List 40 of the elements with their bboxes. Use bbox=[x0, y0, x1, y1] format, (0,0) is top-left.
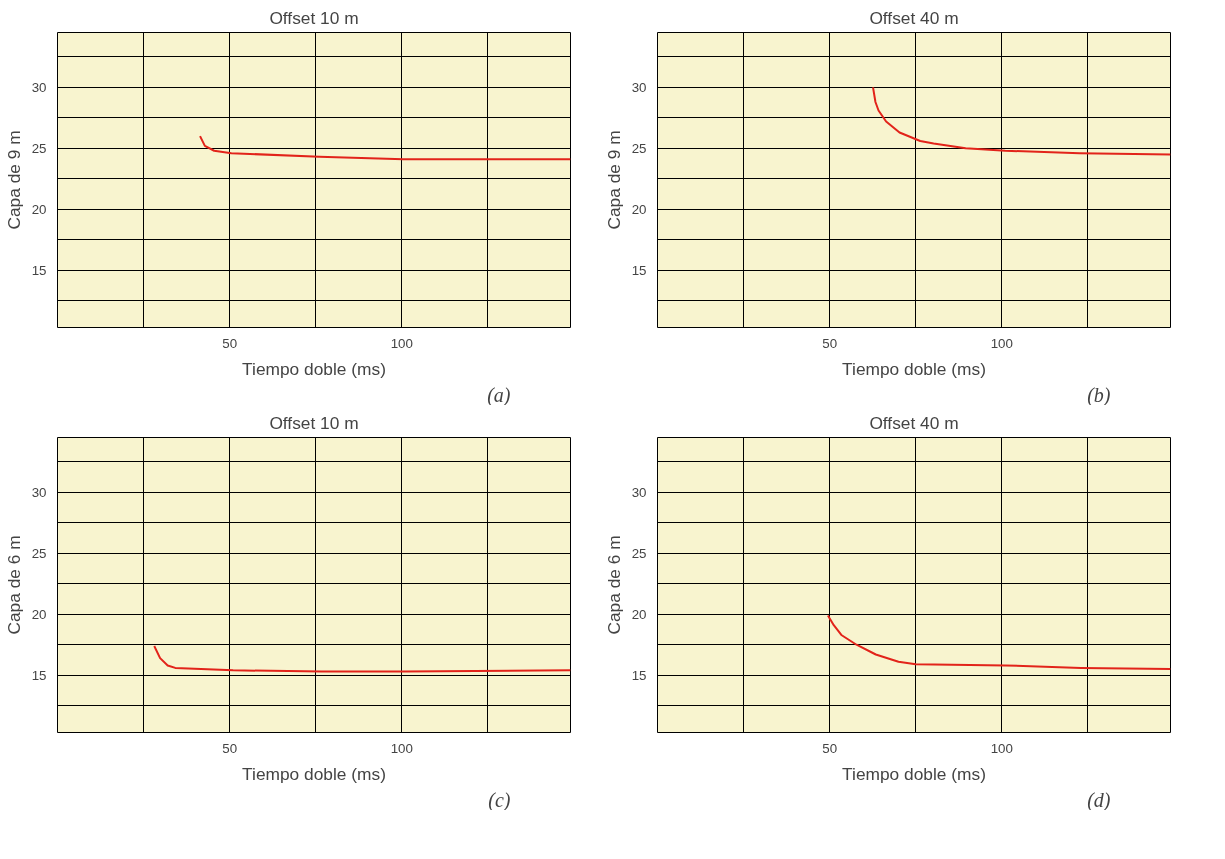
y-tick-label: 15 bbox=[31, 262, 47, 278]
text: (a) bbox=[487, 383, 511, 407]
y-tick-label: 30 bbox=[31, 79, 47, 95]
x-tick-label: 50 bbox=[222, 335, 238, 351]
text: (d) bbox=[1087, 788, 1111, 812]
chart-title: Offset 40 m bbox=[869, 7, 959, 28]
x-tick-label: 100 bbox=[990, 740, 1013, 756]
y-axis-title: Capa de 6 m bbox=[3, 535, 24, 635]
y-tick-label: 15 bbox=[31, 667, 47, 683]
x-tick-label: 100 bbox=[390, 335, 413, 351]
x-tick-label: 50 bbox=[822, 740, 838, 756]
y-axis-title: Capa de 6 m bbox=[603, 535, 624, 635]
y-tick-label: 30 bbox=[631, 484, 647, 500]
chart-title: Offset 10 m bbox=[269, 412, 359, 433]
y-axis-title: Capa de 9 m bbox=[3, 130, 24, 230]
y-tick-label: 15 bbox=[631, 262, 647, 278]
x-axis-title: Tiempo doble (ms) bbox=[842, 763, 986, 784]
chart-title: Offset 10 m bbox=[269, 7, 359, 28]
y-tick-label: 20 bbox=[631, 606, 647, 622]
x-axis-title: Tiempo doble (ms) bbox=[242, 358, 386, 379]
y-tick-label: 20 bbox=[31, 201, 47, 217]
x-tick-label: 100 bbox=[390, 740, 413, 756]
y-tick-label: 30 bbox=[31, 484, 47, 500]
chart-title: Offset 40 m bbox=[869, 412, 959, 433]
y-axis-title: Capa de 9 m bbox=[603, 130, 624, 230]
x-tick-label: 50 bbox=[222, 740, 238, 756]
y-tick-label: 25 bbox=[31, 140, 47, 156]
x-tick-label: 50 bbox=[822, 335, 838, 351]
y-tick-label: 25 bbox=[631, 545, 647, 561]
y-tick-label: 20 bbox=[631, 201, 647, 217]
y-tick-label: 30 bbox=[631, 79, 647, 95]
x-axis-title: Tiempo doble (ms) bbox=[842, 358, 986, 379]
y-tick-label: 20 bbox=[31, 606, 47, 622]
x-axis-title: Tiempo doble (ms) bbox=[242, 763, 386, 784]
y-tick-label: 25 bbox=[631, 140, 647, 156]
x-tick-label: 100 bbox=[990, 335, 1013, 351]
text: (b) bbox=[1087, 383, 1111, 407]
text: (c) bbox=[488, 788, 511, 812]
y-tick-label: 25 bbox=[31, 545, 47, 561]
y-tick-label: 15 bbox=[631, 667, 647, 683]
